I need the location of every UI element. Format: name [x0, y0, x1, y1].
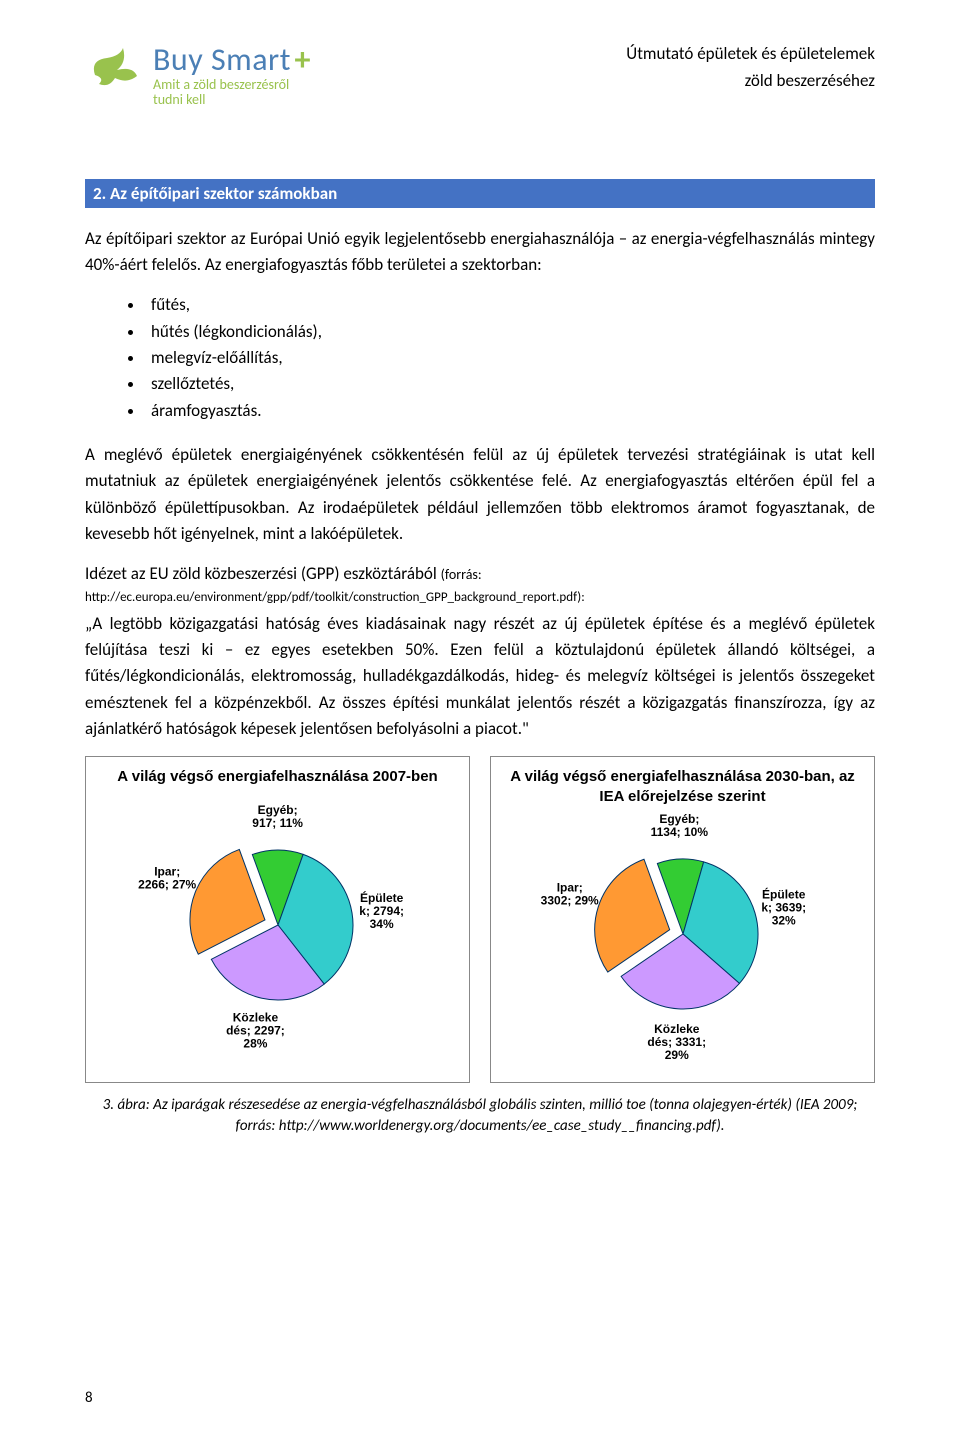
- chart-left-title: A világ végső energiafelhasználása 2007-…: [94, 767, 461, 787]
- logo-subtitle-2: tudni kell: [153, 92, 311, 109]
- list-item: szellőztetés,: [145, 371, 875, 397]
- slice-label: Ipar;2266; 27%: [138, 864, 196, 891]
- pie-right-svg: Egyéb;1134; 10% Épületek; 3639;32% Közleke…: [523, 814, 843, 1074]
- logo: Buy Smart + Amit a zöld beszerzésről tud…: [85, 40, 311, 109]
- section-heading: 2. Az építőipari szektor számokban: [85, 179, 875, 208]
- source-url: http://ec.europa.eu/environment/gpp/pdf/…: [85, 590, 875, 605]
- chart-left: A világ végső energiafelhasználása 2007-…: [85, 756, 470, 1083]
- slice-label: Egyéb;917; 11%: [252, 805, 303, 830]
- paragraph-1: Az építőipari szektor az Európai Unió eg…: [85, 226, 875, 279]
- slice-label: Ipar;3302; 29%: [540, 881, 598, 908]
- paragraph-4: „A legtöbb közigazgatási hatóság éves ki…: [85, 611, 875, 743]
- header-right-l2: zöld beszerzéséhez: [626, 67, 875, 94]
- charts-row: A világ végső energiafelhasználása 2007-…: [85, 756, 875, 1083]
- logo-plus: +: [295, 40, 311, 79]
- chart-right-title: A világ végső energiafelhasználása 2030-…: [499, 767, 866, 806]
- slice-label: Közlekedés; 3331;29%: [647, 1022, 706, 1062]
- list-item: fűtés,: [145, 292, 875, 318]
- pie-left-wrap: Egyéb;917; 11% Épületek; 2794;34% Közleked…: [94, 795, 461, 1075]
- slice-label: Egyéb;1134; 10%: [650, 814, 708, 839]
- page-header: Buy Smart + Amit a zöld beszerzésről tud…: [85, 40, 875, 109]
- logo-main-text: Buy Smart: [153, 40, 291, 79]
- para3-lead: Idézet az EU zöld közbeszerzési (GPP) es…: [85, 563, 437, 584]
- slice-label: Épületek; 2794;34%: [359, 890, 404, 931]
- figure-caption: 3. ábra: Az iparágak részesedése az ener…: [85, 1095, 875, 1137]
- slice-label: Közlekedés; 2297;28%: [226, 1010, 285, 1050]
- list-item: hűtés (légkondicionálás),: [145, 319, 875, 345]
- page-number: 8: [85, 1389, 93, 1407]
- chart-right: A világ végső energiafelhasználása 2030-…: [490, 756, 875, 1083]
- header-right: Útmutató épületek és épületelemek zöld b…: [626, 40, 875, 94]
- para3-src-label: (forrás:: [441, 566, 482, 583]
- paragraph-3: Idézet az EU zöld közbeszerzési (GPP) es…: [85, 561, 875, 587]
- pie-left-svg: Egyéb;917; 11% Épületek; 2794;34% Közleked…: [118, 805, 438, 1065]
- header-right-l1: Útmutató épületek és épületelemek: [626, 40, 875, 67]
- list-item: melegvíz-előállítás,: [145, 345, 875, 371]
- leaf-icon: [85, 40, 145, 100]
- bullet-list: fűtés, hűtés (légkondicionálás), melegví…: [145, 292, 875, 424]
- list-item: áramfogyasztás.: [145, 398, 875, 424]
- paragraph-2: A meglévő épületek energiaigényének csök…: [85, 442, 875, 547]
- pie-right-wrap: Egyéb;1134; 10% Épületek; 3639;32% Közleke…: [499, 814, 866, 1074]
- slice-label: Épületek; 3639;32%: [761, 887, 806, 928]
